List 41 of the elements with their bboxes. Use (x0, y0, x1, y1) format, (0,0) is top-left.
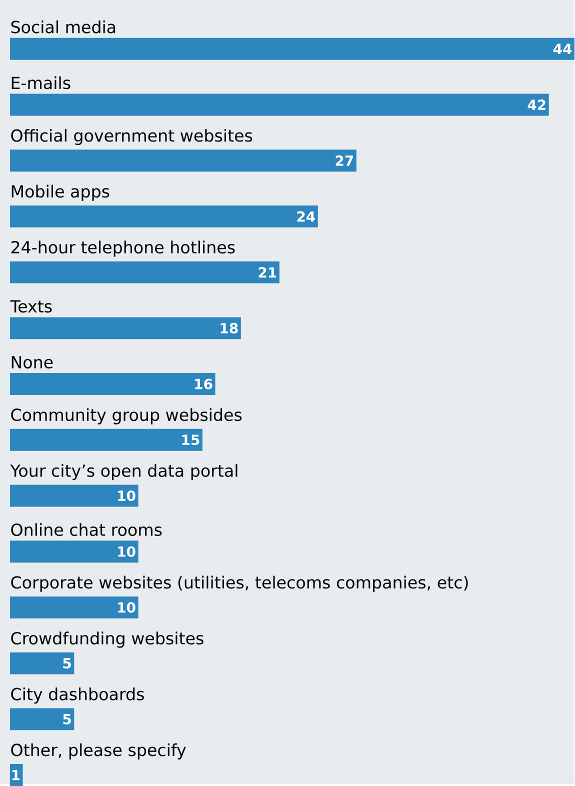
y-tick-label: Official government websites (11, 128, 252, 146)
y-tick-label: Community group websides (11, 408, 242, 424)
data-label: 42 (528, 100, 546, 110)
bar (10, 708, 74, 730)
bar (10, 652, 74, 674)
data-label: 15 (182, 434, 200, 446)
bar (10, 261, 280, 284)
data-label: 24 (298, 211, 316, 222)
data-label: 21 (259, 267, 276, 278)
y-tick-label: Corporate websites (utilities, telecoms companies, etc) (11, 576, 468, 592)
data-label: 5 (63, 714, 72, 724)
bar (10, 428, 203, 451)
y-tick-label: Other, please specify (11, 743, 186, 760)
y-tick-label: Social media (12, 20, 116, 34)
y-tick-label: 24-hour telephone hotlines (12, 240, 235, 257)
bar (10, 94, 550, 116)
data-label: 16 (195, 378, 212, 390)
y-tick-label: City dashboards (11, 688, 144, 704)
y-tick-label: Mobile apps (12, 184, 110, 201)
bar (10, 205, 318, 228)
data-label: 44 (554, 44, 572, 54)
y-tick-label: Texts (10, 300, 52, 313)
bar (10, 150, 357, 172)
data-label: 1 (12, 770, 20, 780)
bar (10, 484, 139, 507)
y-tick-label: Your city’s open data portal (10, 464, 238, 480)
data-label: 5 (63, 658, 72, 668)
data-label: 10 (118, 602, 136, 613)
bar (10, 540, 139, 563)
bar (10, 596, 139, 618)
y-tick-label: E-mails (12, 76, 70, 90)
y-tick-label: Online chat rooms (11, 523, 162, 536)
bar (10, 38, 575, 60)
data-label: 10 (118, 490, 136, 502)
bar (10, 373, 216, 395)
bar (10, 317, 242, 340)
y-tick-label: Crowdfunding websites (11, 632, 204, 648)
data-label: 27 (336, 155, 354, 166)
data-label: 10 (118, 546, 136, 557)
data-label: 18 (221, 322, 238, 334)
y-tick-label: None (12, 356, 53, 368)
